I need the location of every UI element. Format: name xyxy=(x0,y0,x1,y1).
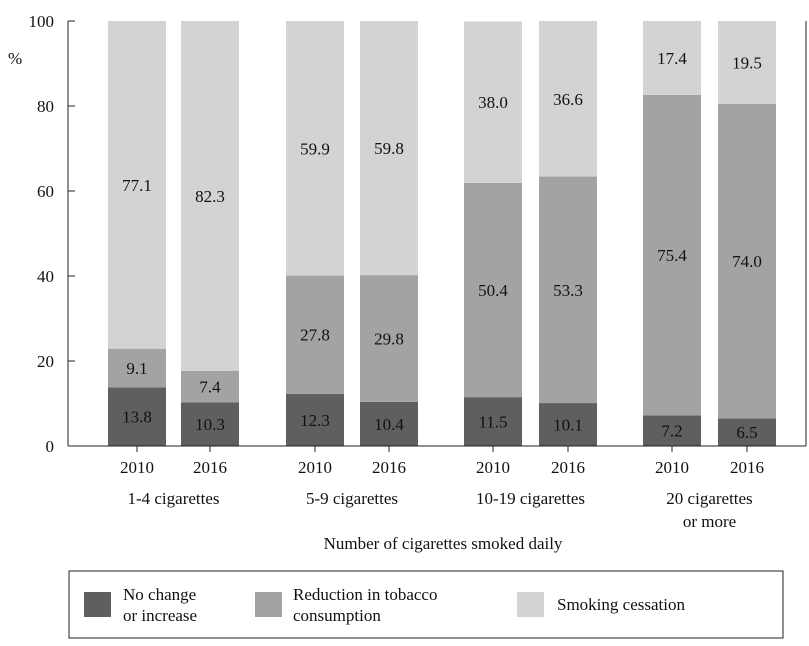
legend-label-2-line0: Smoking cessation xyxy=(557,595,685,614)
bar-segment-s0-g0-2016 xyxy=(181,402,239,446)
y-tick-label-80: 80 xyxy=(37,97,54,116)
data-label-s0-g2-2016: 10.1 xyxy=(553,416,583,435)
bar-segment-s1-g1-2016 xyxy=(360,275,418,402)
year-label-g1-2010: 2010 xyxy=(298,458,332,477)
legend-label-1-line0: Reduction in tobacco xyxy=(293,585,437,604)
data-label-s1-g0-2010: 9.1 xyxy=(126,359,147,378)
data-label-s1-g3-2016: 74.0 xyxy=(732,252,762,271)
year-label-g3-2016: 2016 xyxy=(730,458,764,477)
y-tick-label-100: 100 xyxy=(29,12,55,31)
y-tick-label-0: 0 xyxy=(46,437,55,456)
year-label-g1-2016: 2016 xyxy=(372,458,406,477)
data-label-s0-g1-2016: 10.4 xyxy=(374,415,404,434)
labels-layer: 13.8 10.3 12.3 10.4 11.5 10.1 7.2 6.5 9.1 7.4 27.8… xyxy=(122,49,762,442)
bar-segment-s2-g3-2010 xyxy=(643,21,701,95)
y-axis-title: % xyxy=(8,49,22,68)
bar-segment-s1-g3-2016 xyxy=(718,103,776,419)
y-tick-label-60: 60 xyxy=(37,182,54,201)
bar-segment-s0-g3-2010 xyxy=(643,415,701,446)
group-label-0-line0: 1-4 cigarettes xyxy=(127,489,219,508)
bar-segment-s0-g2-2010 xyxy=(464,397,522,446)
data-label-s2-g2-2010: 38.0 xyxy=(478,93,508,112)
legend: No change or increase Reduction in tobacco… xyxy=(68,570,784,639)
bar-segment-s2-g1-2010 xyxy=(286,21,344,276)
x-axis-title: Number of cigarettes smoked daily xyxy=(324,534,563,553)
bar-segment-s2-g3-2016 xyxy=(718,21,776,104)
axis-layer: 0 20 40 60 80 100% 2010 2016 1-4 cigarettes 2010 2… xyxy=(8,12,807,553)
group-label-1-line0: 5-9 cigarettes xyxy=(306,489,398,508)
y-tick-label-40: 40 xyxy=(37,267,54,286)
year-label-g0-2016: 2016 xyxy=(193,458,227,477)
bar-segment-s0-g3-2016 xyxy=(718,418,776,446)
bar-segment-s2-g0-2010 xyxy=(108,21,166,349)
year-label-g2-2010: 2010 xyxy=(476,458,510,477)
bar-segment-s1-g3-2010 xyxy=(643,94,701,416)
group-label-3-line1: or more xyxy=(683,512,736,531)
legend-label-0-line1: or increase xyxy=(123,606,197,625)
group-label-2-line0: 10-19 cigarettes xyxy=(476,489,585,508)
data-label-s2-g1-2010: 59.9 xyxy=(300,139,330,158)
data-label-s1-g3-2010: 75.4 xyxy=(657,246,687,265)
bar-segment-s2-g1-2016 xyxy=(360,21,418,276)
data-label-s2-g1-2016: 59.8 xyxy=(374,139,404,158)
bar-segment-s1-g1-2010 xyxy=(286,275,344,394)
bar-segment-s2-g2-2010 xyxy=(464,21,522,183)
data-label-s2-g0-2016: 82.3 xyxy=(195,187,225,206)
legend-box xyxy=(68,570,784,639)
legend-label-0-line0: No change xyxy=(123,585,196,604)
data-label-s0-g3-2010: 7.2 xyxy=(661,422,682,441)
legend-swatch-2 xyxy=(517,592,544,617)
legend-swatch-0 xyxy=(84,592,111,617)
y-tick-label-20: 20 xyxy=(37,352,54,371)
data-label-s1-g2-2016: 53.3 xyxy=(553,281,583,300)
bar-segment-s0-g0-2010 xyxy=(108,387,166,446)
data-label-s1-g1-2016: 29.8 xyxy=(374,329,404,348)
data-label-s2-g3-2016: 19.5 xyxy=(732,53,762,72)
bar-segment-s1-g0-2010 xyxy=(108,348,166,388)
legend-swatch-1 xyxy=(255,592,282,617)
data-label-s0-g2-2010: 11.5 xyxy=(478,413,507,432)
bar-segment-s0-g1-2010 xyxy=(286,393,344,446)
data-label-s0-g1-2010: 12.3 xyxy=(300,411,330,430)
year-label-g2-2016: 2016 xyxy=(551,458,585,477)
year-label-g3-2010: 2010 xyxy=(655,458,689,477)
bar-segment-s2-g2-2016 xyxy=(539,21,597,177)
bar-segment-s0-g1-2016 xyxy=(360,401,418,446)
data-label-s1-g1-2010: 27.8 xyxy=(300,326,330,345)
legend-label-1-line1: consumption xyxy=(293,606,381,625)
data-label-s2-g3-2010: 17.4 xyxy=(657,49,687,68)
bar-segment-s1-g2-2016 xyxy=(539,176,597,404)
bar-segment-s1-g0-2016 xyxy=(181,370,239,403)
bar-segment-s2-g0-2016 xyxy=(181,21,239,371)
year-label-g0-2010: 2010 xyxy=(120,458,154,477)
group-label-3-line0: 20 cigarettes xyxy=(666,489,752,508)
data-label-s2-g2-2016: 36.6 xyxy=(553,90,583,109)
data-label-s0-g0-2016: 10.3 xyxy=(195,415,225,434)
bar-segment-s0-g2-2016 xyxy=(539,403,597,446)
data-label-s1-g2-2010: 50.4 xyxy=(478,281,508,300)
data-label-s2-g0-2010: 77.1 xyxy=(122,176,152,195)
data-label-s0-g3-2016: 6.5 xyxy=(736,423,757,442)
data-label-s0-g0-2010: 13.8 xyxy=(122,408,152,427)
bars-layer xyxy=(108,21,776,446)
data-label-s1-g0-2016: 7.4 xyxy=(199,378,221,397)
bar-segment-s1-g2-2010 xyxy=(464,182,522,398)
